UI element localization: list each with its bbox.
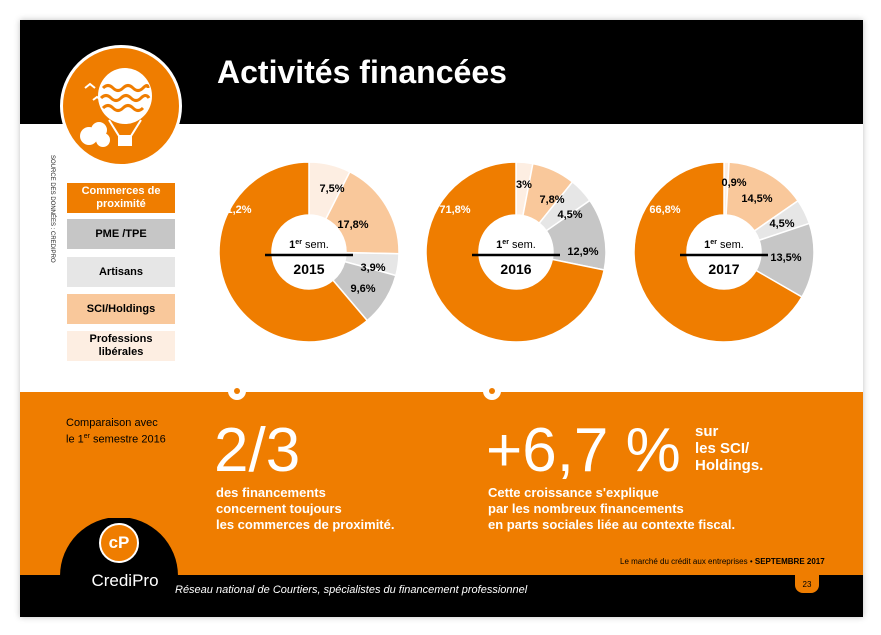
slice-data-label: 7,8% — [539, 194, 564, 206]
footer-tagline: Réseau national de Courtiers, spécialist… — [175, 584, 528, 596]
logo-backdrop-icon — [60, 518, 178, 616]
slice-data-label: 9,6% — [350, 283, 375, 295]
slice-data-label: 4,5% — [557, 209, 582, 221]
stat2-target: sur les SCI/ Holdings. — [695, 423, 764, 474]
stat2-description: Cette croissance s'explique par les nomb… — [488, 485, 736, 532]
slice-data-label: 4,5% — [769, 218, 794, 230]
slice-data-label: 3,9% — [360, 262, 385, 274]
pie-slice — [633, 161, 803, 343]
legend-item-pme: PME /TPE — [67, 219, 175, 249]
publication-info: Le marché du crédit aux entreprises • SE… — [620, 557, 825, 566]
brand-name: CrediPro — [91, 571, 159, 590]
center-label-period: 1er sem. — [496, 239, 536, 251]
pie-slice — [218, 161, 369, 343]
slice-data-label: 3% — [516, 179, 532, 191]
slice-data-label: 71,8% — [439, 204, 470, 216]
slice-data-label: 14,5% — [741, 193, 772, 205]
center-label-period: 1er sem. — [704, 239, 744, 251]
donut-charts: 7,5% 17,8% 3,9% 9,6% 61,2% 1er sem. 2015 3% 7,8%… — [218, 161, 815, 343]
stat1-description: des financements concernent toujours les… — [216, 485, 395, 532]
slice-data-label: 7,5% — [319, 183, 344, 195]
slice-data-label: 61,2% — [220, 204, 251, 216]
legend-item-professions: Professions libérales — [67, 331, 175, 361]
comparison-note: Comparaison avec le 1er semestre 2016 — [66, 417, 166, 446]
center-label-year: 2016 — [500, 261, 531, 277]
credipro-monogram-icon: cP — [99, 523, 139, 563]
legend-item-commerces: Commerces de proximité — [67, 183, 175, 213]
pie-slice — [425, 161, 606, 343]
slice-data-label: 17,8% — [337, 219, 368, 231]
timeline-dot — [483, 382, 501, 400]
timeline-dot — [228, 382, 246, 400]
balloon-icon — [80, 68, 152, 147]
center-label-year: 2017 — [708, 261, 739, 277]
legend-item-sci: SCI/Holdings — [67, 294, 175, 324]
stat-growth: +6,7 % — [486, 416, 681, 485]
center-label-period: 1er sem. — [289, 239, 329, 251]
slice-data-label: 0,9% — [721, 177, 746, 189]
page-title: Activités financées — [217, 54, 507, 90]
stat-two-thirds: 2/3 — [214, 416, 301, 485]
slice-data-label: 13,5% — [770, 252, 801, 264]
page-sheet: Activités financées SOURCE DES DONNÉES :… — [20, 20, 863, 617]
legend-item-artisans: Artisans — [67, 257, 175, 287]
slice-data-label: 66,8% — [649, 204, 680, 216]
credipro-logo: cP CrediPro — [60, 518, 178, 616]
slice-data-label: 12,9% — [567, 246, 598, 258]
center-label-year: 2015 — [293, 261, 324, 277]
balloon-logo — [60, 45, 182, 167]
page-number: 23 — [795, 575, 819, 593]
